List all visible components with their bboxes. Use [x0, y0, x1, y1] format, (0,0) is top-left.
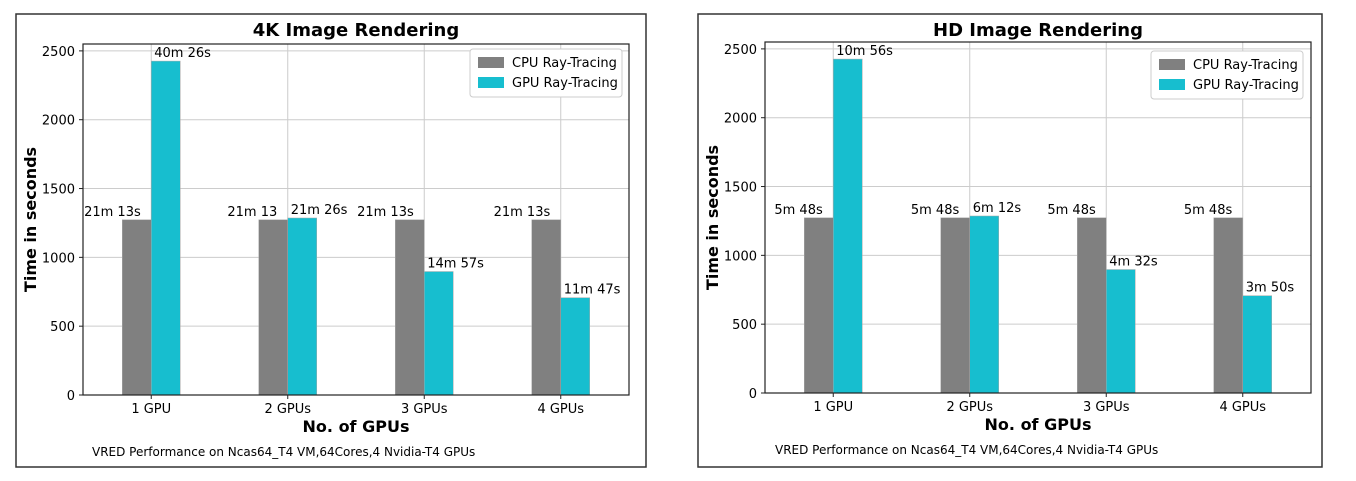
x-tick-label: 3 GPUs: [401, 402, 448, 417]
plot-area: [764, 41, 1312, 394]
x-axis: 1 GPU 2 GPUs 3 GPUs 4 GPUs: [813, 393, 1266, 415]
data-label: 21m 13s: [494, 205, 551, 220]
legend-box: [1150, 50, 1304, 100]
data-label: 5m 48s: [911, 203, 960, 218]
data-label: 6m 12s: [973, 201, 1022, 216]
bar-cpu-ray-tracing-4: [1213, 217, 1243, 394]
chart-panel-2: 5m 48s 5m 48s 5m 48s 5m 48s 10m 56s 6m 12s 4m …: [697, 13, 1323, 468]
y-axis: 0 500 1000 1500 2000 2500: [42, 45, 83, 404]
y-tick-label: 2500: [724, 43, 757, 58]
y-tick-label: 0: [749, 387, 757, 402]
bar-cpu-ray-tracing-1: [122, 219, 152, 396]
chart-title: 4K Image Rendering: [253, 20, 459, 41]
bar-cpu-ray-tracing-3: [1077, 217, 1107, 394]
x-tick-label: 2 GPUs: [264, 402, 311, 417]
y-tick-label: 0: [67, 389, 75, 404]
x-axis-label: No. of GPUs: [985, 415, 1092, 434]
x-tick-label: 4 GPUs: [1219, 400, 1266, 415]
data-label: 21m 26s: [291, 203, 348, 218]
bar-gpu-ray-tracing-4: [560, 297, 590, 396]
data-label: 21m 13: [227, 205, 277, 220]
y-tick-label: 1500: [724, 181, 757, 196]
legend-swatch: [478, 77, 504, 88]
data-label: 14m 57s: [427, 257, 484, 272]
bar-gpu-ray-tracing-1: [151, 60, 181, 396]
y-axis-label: Time in seconds: [21, 147, 40, 292]
bar-gpu-ray-tracing-2: [287, 217, 317, 396]
bar-cpu-ray-tracing-2: [258, 219, 288, 396]
bar-gpu-ray-tracing-2: [969, 215, 999, 394]
legend: CPU Ray-Tracing GPU Ray-Tracing: [1150, 50, 1304, 100]
plot-area: [82, 43, 630, 396]
bar-gpu-ray-tracing-3: [1106, 269, 1136, 394]
chart-title: HD Image Rendering: [933, 20, 1143, 41]
legend-label: GPU Ray-Tracing: [1193, 78, 1299, 93]
data-label: 21m 13s: [357, 205, 414, 220]
bars: 5m 48s 5m 48s 5m 48s 5m 48s 10m 56s 6m 12s 4m …: [774, 44, 1295, 394]
legend-swatch: [478, 57, 504, 68]
bar-gpu-ray-tracing-3: [424, 271, 454, 396]
data-label: 5m 48s: [1184, 203, 1233, 218]
y-tick-label: 2000: [42, 114, 75, 129]
data-label: 40m 26s: [154, 46, 211, 61]
bar-gpu-ray-tracing-4: [1242, 295, 1272, 394]
data-label: 5m 48s: [774, 203, 823, 218]
legend: CPU Ray-Tracing GPU Ray-Tracing: [469, 48, 623, 98]
data-label: 5m 48s: [1047, 203, 1096, 218]
x-tick-label: 3 GPUs: [1083, 400, 1130, 415]
y-axis: 0 500 1000 1500 2000 2500: [724, 43, 765, 402]
legend-label: GPU Ray-Tracing: [512, 76, 618, 91]
legend-swatch: [1159, 79, 1185, 90]
data-label: 3m 50s: [1246, 281, 1295, 296]
x-axis: 1 GPU 2 GPUs 3 GPUs 4 GPUs: [131, 395, 584, 417]
legend-swatch: [1159, 59, 1185, 70]
y-tick-label: 2000: [724, 112, 757, 127]
x-axis-label: No. of GPUs: [303, 417, 410, 436]
bar-cpu-ray-tracing-3: [395, 219, 425, 396]
y-tick-label: 500: [50, 320, 75, 335]
bar-cpu-ray-tracing-1: [804, 217, 834, 394]
footnote: VRED Performance on Ncas64_T4 VM,64Cores…: [775, 443, 1158, 457]
data-label: 21m 13s: [84, 205, 141, 220]
data-label: 10m 56s: [836, 44, 893, 59]
y-tick-label: 500: [732, 318, 757, 333]
x-tick-label: 2 GPUs: [946, 400, 993, 415]
legend-box: [469, 48, 623, 98]
x-tick-label: 1 GPU: [813, 400, 853, 415]
chart-panel-1: 21m 13s 21m 13 21m 13s 21m 13s 40m 26s 21m 26…: [15, 13, 647, 468]
y-axis-label: Time in seconds: [703, 145, 722, 290]
y-tick-label: 1000: [724, 249, 757, 264]
data-label: 4m 32s: [1109, 255, 1158, 270]
x-tick-label: 1 GPU: [131, 402, 171, 417]
data-label: 11m 47s: [564, 283, 621, 298]
legend-label: CPU Ray-Tracing: [512, 56, 617, 71]
x-tick-label: 4 GPUs: [537, 402, 584, 417]
bar-cpu-ray-tracing-2: [940, 217, 970, 394]
bar-cpu-ray-tracing-4: [531, 219, 561, 396]
y-tick-label: 1000: [42, 251, 75, 266]
y-tick-label: 2500: [42, 45, 75, 60]
legend-label: CPU Ray-Tracing: [1193, 58, 1298, 73]
bar-gpu-ray-tracing-1: [833, 58, 863, 394]
y-tick-label: 1500: [42, 183, 75, 198]
footnote: VRED Performance on Ncas64_T4 VM,64Cores…: [92, 445, 475, 459]
bars: 21m 13s 21m 13 21m 13s 21m 13s 40m 26s 21m 26…: [84, 46, 621, 396]
